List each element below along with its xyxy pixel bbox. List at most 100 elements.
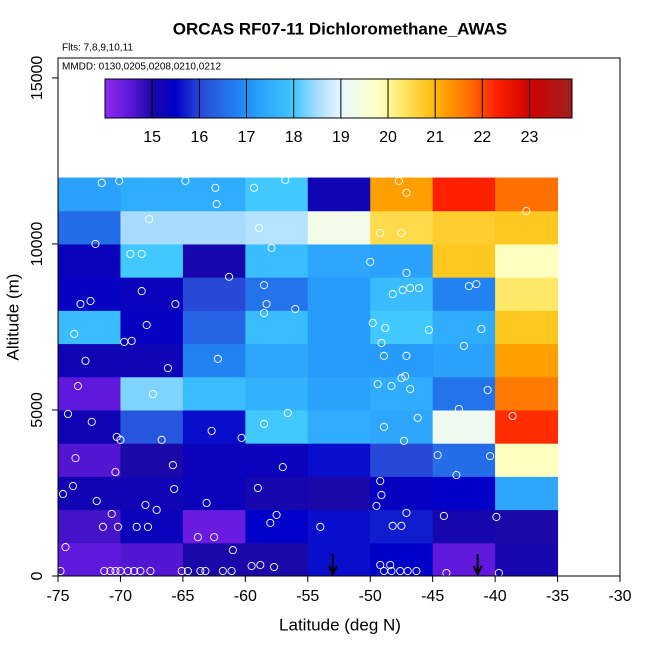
sample-point bbox=[291, 304, 300, 314]
sample-point bbox=[146, 566, 155, 576]
sample-point bbox=[402, 188, 411, 197]
heatmap-cell bbox=[307, 443, 371, 477]
sample-point bbox=[137, 287, 146, 296]
heatmap-cell bbox=[432, 243, 496, 278]
heatmap-cell bbox=[307, 476, 371, 511]
colorbar bbox=[104, 78, 573, 119]
sample-point bbox=[152, 505, 161, 514]
sample-point bbox=[439, 511, 448, 520]
heatmap-cell bbox=[432, 343, 496, 378]
sample-point bbox=[413, 413, 422, 422]
sample-point bbox=[454, 404, 463, 414]
heatmap-cell bbox=[495, 476, 559, 511]
heatmap-cell bbox=[58, 177, 121, 212]
heatmap-cell bbox=[245, 509, 309, 544]
heatmap-cell bbox=[58, 443, 121, 477]
heatmap-cell bbox=[495, 310, 559, 345]
x-tick-label: -45 bbox=[421, 588, 444, 605]
heatmap-cell bbox=[120, 243, 184, 278]
heatmap-cell bbox=[370, 210, 434, 245]
sample-point bbox=[477, 324, 486, 334]
heatmap-cell bbox=[432, 310, 496, 345]
heatmap-cell bbox=[495, 409, 559, 444]
sample-point bbox=[116, 435, 125, 444]
chart-title: ORCAS RF07-11 Dichloromethane_AWAS bbox=[173, 19, 507, 38]
sample-point bbox=[170, 484, 179, 494]
sample-point bbox=[399, 436, 408, 445]
sample-point bbox=[97, 178, 106, 187]
heatmap-cell bbox=[495, 509, 559, 544]
sample-point bbox=[262, 299, 271, 309]
heatmap-cell bbox=[120, 277, 184, 311]
heatmap-cell bbox=[245, 177, 309, 212]
heatmap-cell bbox=[245, 310, 309, 345]
sample-point bbox=[213, 354, 222, 363]
heatmap-cell bbox=[307, 376, 371, 411]
sample-point bbox=[136, 566, 145, 576]
sample-point bbox=[379, 351, 389, 360]
heatmap-cell bbox=[307, 177, 371, 212]
sample-point bbox=[91, 239, 100, 248]
heatmap-cell bbox=[182, 509, 246, 544]
colorbar-tick-label: 22 bbox=[473, 129, 491, 146]
y-axis-label: Altitude (m) bbox=[3, 274, 22, 361]
sample-point bbox=[376, 560, 385, 570]
sample-point bbox=[107, 509, 116, 518]
sample-point bbox=[227, 566, 236, 576]
sample-point bbox=[368, 318, 377, 328]
heatmap-cell bbox=[182, 243, 246, 278]
sample-point bbox=[148, 389, 157, 399]
heatmap-cell bbox=[495, 542, 559, 577]
sample-point bbox=[181, 176, 190, 185]
heatmap-cell bbox=[182, 409, 246, 444]
sample-point bbox=[253, 483, 262, 493]
sample-point bbox=[70, 329, 79, 338]
sample-point bbox=[388, 290, 397, 299]
heatmap-cell bbox=[245, 376, 309, 411]
sample-point bbox=[145, 214, 154, 224]
sample-point bbox=[442, 568, 451, 578]
heatmap-cell bbox=[307, 210, 371, 245]
sample-point bbox=[278, 463, 287, 472]
heatmap-cell bbox=[58, 277, 121, 311]
heatmap-cell bbox=[120, 542, 184, 577]
heatmap-cell bbox=[307, 343, 371, 378]
heatmap-cell bbox=[58, 210, 121, 245]
sample-point bbox=[397, 228, 406, 238]
note: MMDD: 0130,0205,0208,0210,0212 bbox=[62, 62, 221, 73]
heatmap-cell bbox=[120, 376, 184, 411]
heatmap-cell bbox=[432, 277, 496, 311]
heatmap-cell bbox=[245, 542, 309, 577]
sample-point bbox=[397, 521, 406, 530]
sample-point bbox=[412, 566, 421, 576]
y-tick-label: 0 bbox=[29, 571, 46, 580]
heatmap-cell bbox=[182, 476, 246, 511]
arrow-head bbox=[472, 565, 483, 577]
sample-point bbox=[281, 175, 290, 184]
sample-point bbox=[210, 533, 219, 542]
x-axis-label: Latitude (deg N) bbox=[279, 615, 401, 634]
sample-point bbox=[71, 454, 80, 463]
sample-point bbox=[250, 183, 259, 192]
sample-point bbox=[106, 566, 115, 576]
heatmap-cell bbox=[120, 443, 184, 477]
heatmap-cell bbox=[245, 277, 309, 311]
heatmap-cell bbox=[307, 542, 371, 577]
heatmap-cell bbox=[120, 343, 184, 378]
heatmap-cell bbox=[432, 476, 496, 511]
sample-point bbox=[270, 562, 279, 572]
heatmap-cell bbox=[370, 243, 434, 278]
x-tick-label: -55 bbox=[296, 588, 319, 605]
sample-point bbox=[61, 543, 70, 552]
heatmap-cell bbox=[307, 409, 371, 444]
sample-point bbox=[414, 284, 423, 293]
heatmap-cell bbox=[120, 177, 184, 212]
sample-point bbox=[379, 422, 389, 431]
heatmap-cell bbox=[370, 509, 434, 544]
heatmap-cell bbox=[432, 542, 496, 577]
heatmap-cell bbox=[307, 310, 371, 345]
sample-point bbox=[168, 461, 177, 470]
heatmap-cell bbox=[370, 343, 434, 378]
sample-point bbox=[522, 207, 531, 216]
sample-point bbox=[132, 522, 141, 531]
